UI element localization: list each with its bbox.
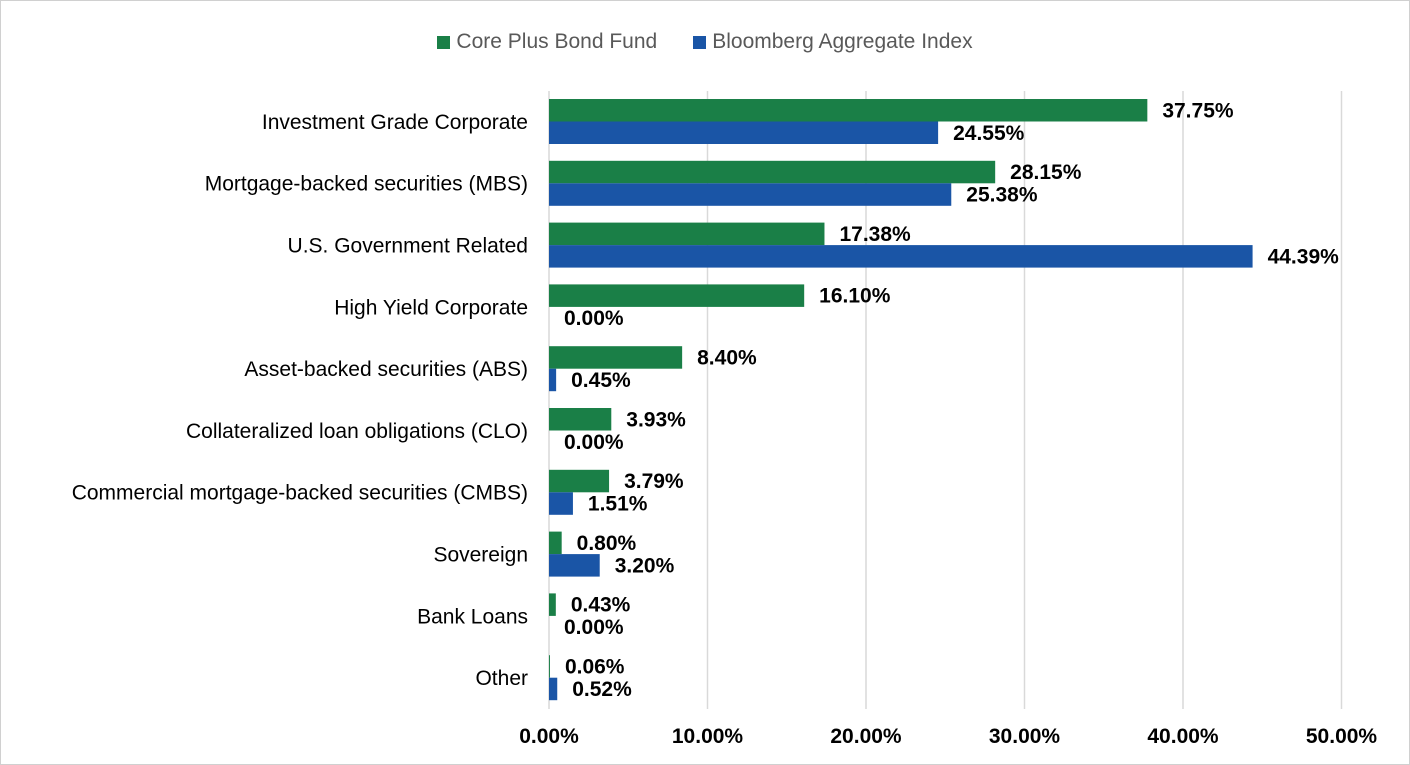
category-label: Asset-backed securities (ABS) [244,358,528,381]
legend-item-bloomberg: Bloomberg Aggregate Index [693,30,973,54]
x-tick-label: 0.00% [519,725,579,748]
bar-bloomberg [549,677,558,701]
bar-bloomberg [549,368,557,392]
legend-swatch-core-plus [437,35,451,49]
data-label-core-plus: 0.06% [565,655,625,678]
bar-bloomberg [549,245,1253,268]
data-label-bloomberg: 24.55% [953,122,1025,145]
bar-core-plus [549,99,1148,122]
category-label: High Yield Corporate [334,296,528,319]
bar-core-plus [549,469,610,493]
data-label-bloomberg: 44.39% [1268,245,1340,268]
x-tick-label: 10.00% [672,725,744,748]
bar-core-plus [549,593,556,616]
data-label-bloomberg: 0.52% [572,678,632,701]
x-tick-label: 50.00% [1306,725,1378,748]
category-label: U.S. Government Related [288,235,528,258]
data-label-core-plus: 0.80% [577,532,637,555]
data-label-bloomberg: 0.00% [564,431,624,454]
bar-bloomberg [549,554,600,577]
legend-swatch-bloomberg [693,35,707,49]
data-label-bloomberg: 0.00% [564,307,624,330]
data-label-bloomberg: 0.45% [571,369,631,392]
data-label-core-plus: 3.79% [624,470,684,493]
category-label: Mortgage-backed securities (MBS) [205,173,528,196]
bar-core-plus [549,408,612,431]
category-label: Other [475,667,528,690]
bar-bloomberg [549,183,952,206]
data-label-core-plus: 3.93% [626,408,686,431]
category-label: Sovereign [433,544,528,567]
data-label-core-plus: 37.75% [1162,99,1234,122]
data-label-core-plus: 28.15% [1010,161,1082,184]
data-label-bloomberg: 0.00% [564,616,624,639]
chart-legend: Core Plus Bond Fund Bloomberg Aggregate … [1,27,1409,57]
data-label-core-plus: 16.10% [819,285,891,308]
data-label-bloomberg: 1.51% [588,493,648,516]
bar-core-plus [549,284,805,307]
legend-item-core-plus: Core Plus Bond Fund [437,30,657,54]
category-label: Investment Grade Corporate [262,111,528,134]
x-tick-label: 30.00% [989,725,1061,748]
data-label-bloomberg: 3.20% [615,554,675,577]
bar-core-plus [549,346,683,369]
data-label-core-plus: 0.43% [571,594,631,617]
bar-core-plus [549,531,562,555]
bar-bloomberg [549,492,573,515]
x-tick-label: 40.00% [1147,725,1219,748]
category-label: Bank Loans [417,605,528,628]
data-label-bloomberg: 25.38% [966,184,1038,207]
bar-core-plus [549,160,996,184]
bar-core-plus [549,222,825,246]
legend-label-bloomberg: Bloomberg Aggregate Index [712,30,973,53]
legend-label-core-plus: Core Plus Bond Fund [456,30,658,53]
category-label: Commercial mortgage-backed securities (C… [72,482,528,505]
bar-core-plus [549,655,550,678]
bar-bloomberg [549,121,939,144]
data-label-core-plus: 8.40% [697,346,757,369]
category-label: Collateralized loan obligations (CLO) [186,420,528,443]
data-label-core-plus: 17.38% [839,223,911,246]
x-tick-label: 20.00% [830,725,902,748]
